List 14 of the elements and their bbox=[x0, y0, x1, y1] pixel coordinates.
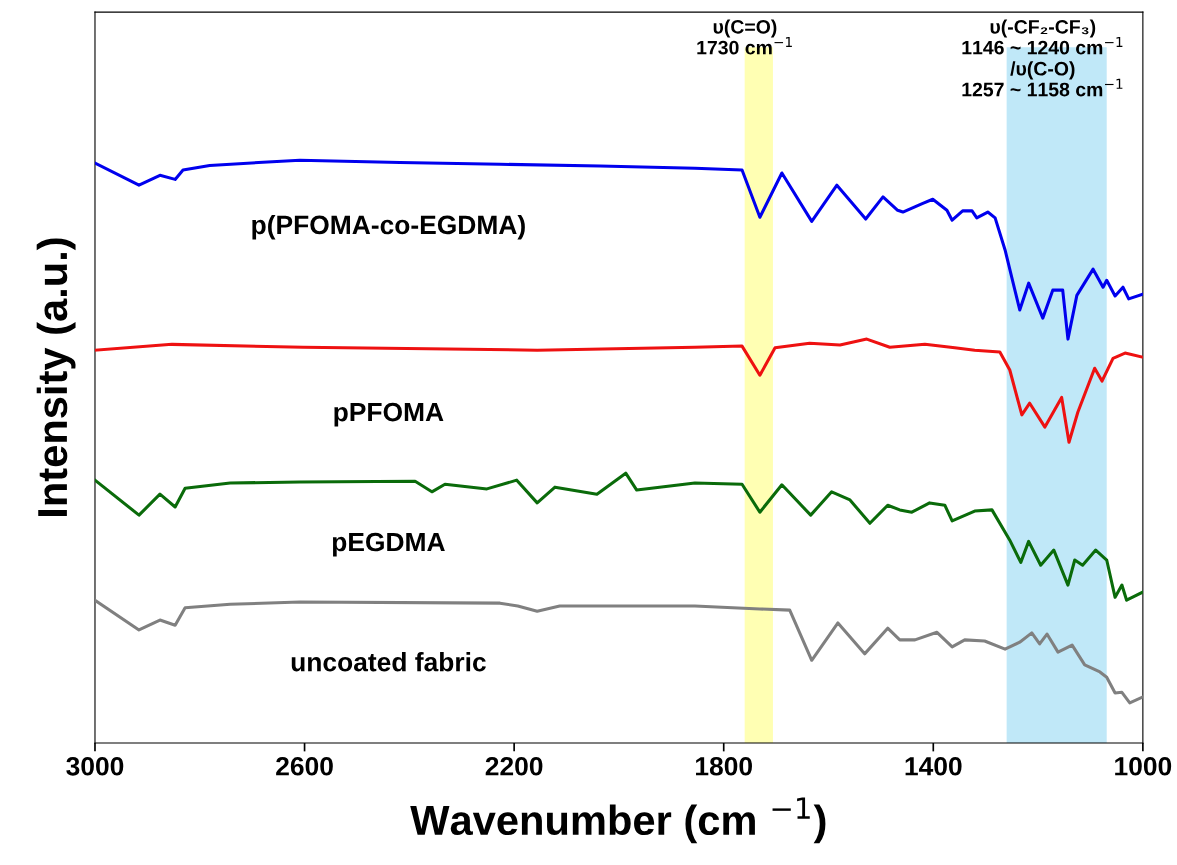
series-label: p(PFOMA-co-EGDMA) bbox=[252, 214, 525, 240]
series-label: uncoated fabric bbox=[291, 652, 486, 672]
x-tick-label: 2200 bbox=[485, 756, 543, 776]
x-tick-label: 1000 bbox=[1115, 756, 1172, 776]
x-tick-label: 1400 bbox=[905, 756, 962, 776]
x-tick-label: 1800 bbox=[696, 756, 752, 776]
text: υ(-CF₂-CF₃) 1146 ~ 1240 cm$^{−1}$ /υ(C-O) 1257 ~ 1158 cm$^{−1}$ bbox=[962, 19, 1123, 97]
series-label: pEGDMA bbox=[332, 532, 445, 557]
y-axis-title: Intensity (a.u.) bbox=[36, 238, 76, 516]
x-axis-title: Wavenumber (cm $^{−1}$) bbox=[410, 797, 826, 844]
x-tick-label: 2600 bbox=[276, 756, 333, 776]
x-tick-label: 3000 bbox=[66, 756, 124, 776]
text: pPFOMA bbox=[334, 402, 444, 427]
band-label: υ(C=O) 1730 cm$^{−1}$ bbox=[697, 19, 792, 55]
